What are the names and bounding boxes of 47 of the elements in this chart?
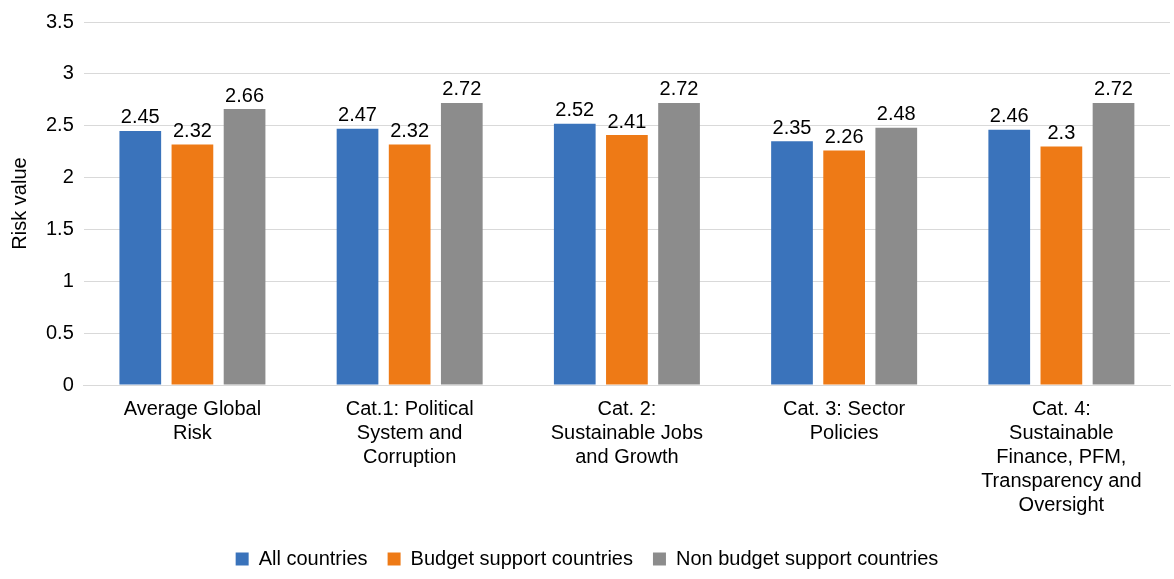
y-tick-label: 0 bbox=[62, 372, 74, 395]
bar bbox=[388, 144, 431, 385]
x-tick-label: Cat. 4: Sustainable Finance, PFM, Transparency and Oversight bbox=[981, 396, 1142, 515]
data-label: 2.45 bbox=[120, 105, 160, 128]
data-label: 2.32 bbox=[390, 118, 430, 141]
x-tick-label: Cat. 2: Sustainable Jobs and Growth bbox=[550, 396, 704, 467]
bar bbox=[823, 150, 865, 385]
x-tick-label: Average Global Risk bbox=[123, 396, 262, 443]
data-label: 2.35 bbox=[772, 115, 812, 138]
data-label: 2.41 bbox=[607, 109, 647, 132]
legend-label: Non budget support countries bbox=[675, 546, 939, 569]
data-label: 2.52 bbox=[555, 98, 595, 121]
bar bbox=[553, 123, 596, 385]
data-label: 2.26 bbox=[824, 125, 864, 148]
y-tick-label: 2 bbox=[62, 165, 74, 188]
data-label: 2.32 bbox=[172, 118, 212, 141]
y-tick-label: 3.5 bbox=[45, 9, 74, 32]
x-tick-label: Cat.1: Political System and Corruption bbox=[345, 396, 474, 467]
data-label: 2.72 bbox=[659, 77, 699, 100]
bar bbox=[658, 102, 700, 385]
bar bbox=[223, 109, 266, 385]
bar bbox=[875, 127, 918, 385]
data-label: 2.72 bbox=[442, 77, 482, 100]
y-tick-label: 3 bbox=[62, 61, 74, 84]
legend-label: All countries bbox=[258, 546, 368, 569]
data-label: 2.66 bbox=[225, 83, 265, 106]
data-label: 2.72 bbox=[1094, 77, 1133, 100]
x-tick-label: Cat. 3: Sector Policies bbox=[783, 396, 906, 443]
y-tick-label: 1.5 bbox=[45, 216, 74, 239]
y-tick-label: 0.5 bbox=[45, 320, 74, 343]
bar bbox=[336, 128, 379, 385]
data-label: 2.47 bbox=[338, 103, 377, 126]
bar bbox=[171, 144, 214, 385]
legend-label: Budget support countries bbox=[410, 546, 633, 569]
data-label: 2.46 bbox=[989, 104, 1029, 127]
data-label: 2.3 bbox=[1047, 120, 1076, 143]
y-tick-label: 2.5 bbox=[45, 113, 74, 136]
y-tick-label: 1 bbox=[62, 268, 74, 291]
y-axis-title: Risk value bbox=[7, 157, 30, 250]
bar bbox=[771, 141, 813, 385]
bar bbox=[606, 135, 648, 385]
bar bbox=[1040, 146, 1083, 385]
bar bbox=[1092, 102, 1135, 385]
bar bbox=[988, 129, 1031, 385]
data-label: 2.48 bbox=[876, 102, 916, 125]
bar bbox=[440, 102, 483, 385]
bar bbox=[119, 130, 162, 385]
